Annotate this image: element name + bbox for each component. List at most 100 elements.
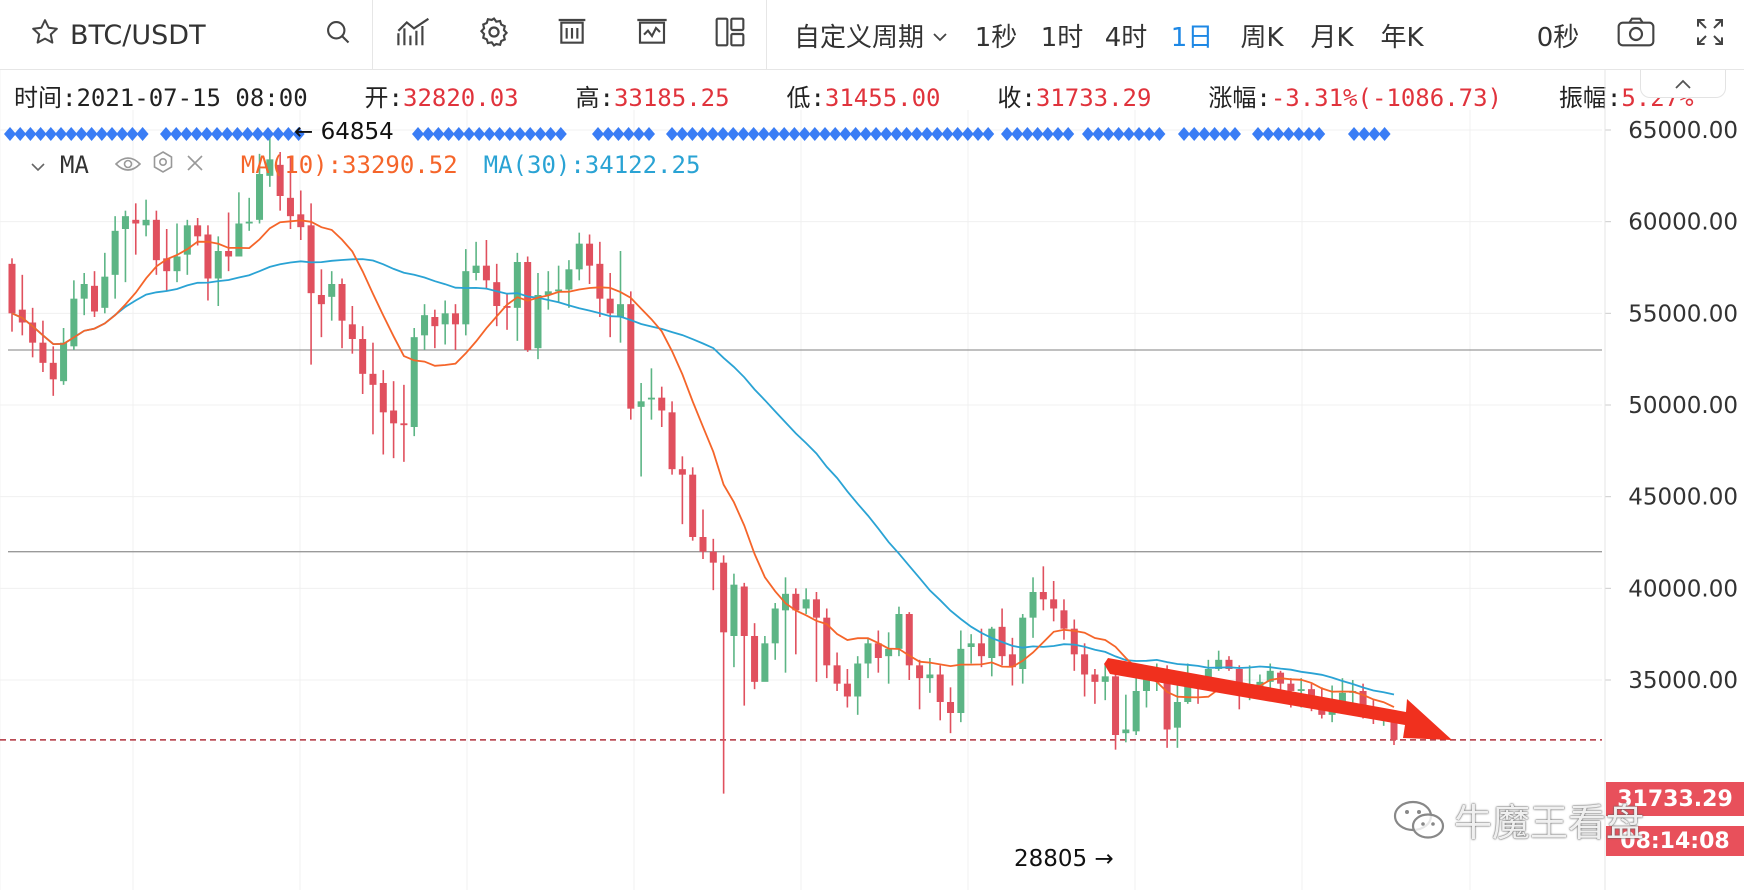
gear-icon[interactable] [151,150,175,180]
signal-marker [554,127,567,141]
signal-marker [126,127,139,141]
price-axis-label: 40000.00 [1628,576,1738,602]
candle [575,232,583,281]
candle-body [266,159,274,176]
signal-marker [211,127,223,141]
candle-body [256,174,264,220]
symbol-selector[interactable]: BTC/USDT [30,0,240,70]
period-1s[interactable]: 1秒 [974,22,1018,53]
signal-marker [931,127,944,141]
ma-legend: MA MA(10):33290.52 MA(30):34122.25 [30,150,700,180]
candle-body [317,295,325,305]
candle-body [49,362,57,380]
candle [720,555,728,794]
collapse-button[interactable] [1640,70,1726,98]
candle-body [400,423,408,426]
signal-marker [1348,127,1360,141]
price-axis-label: 65000.00 [1628,118,1738,144]
chart-annotations: ← 64854 28805 → [294,119,1452,872]
period-1h[interactable]: 1时 [1040,22,1084,53]
candle [1122,694,1130,743]
period-month[interactable]: 月K [1310,22,1354,53]
signal-marker [900,127,913,141]
period-year[interactable]: 年K [1380,22,1424,53]
candle [111,216,119,299]
signal-marker [1011,127,1024,141]
signal-marker [170,127,183,141]
signal-marker [737,127,750,141]
time-label: 时间: [14,84,77,112]
signal-marker [1122,127,1135,141]
period-week[interactable]: 周K [1240,22,1284,53]
open-value: 32820.03 [403,84,519,112]
signal-marker [106,127,118,141]
signal-marker [1062,127,1075,141]
star-icon[interactable] [30,17,60,54]
candle [235,192,243,257]
low-annotation: 28805 → [1014,846,1114,872]
period-1d[interactable]: 1日 [1170,22,1214,53]
candle-body [132,219,140,224]
search-button[interactable] [316,0,360,70]
candle [39,320,47,372]
signal-marker [452,127,465,141]
separator [766,0,767,70]
candle [998,608,1006,666]
candle-body [823,617,831,666]
layout-button[interactable] [704,0,756,70]
candle-body [421,315,429,336]
candle [947,687,955,734]
candle [132,203,140,255]
custom-period-dropdown[interactable]: 自定义周期 [786,0,956,70]
change-value: -3.31%(-1086.73) [1270,84,1502,112]
close-icon[interactable] [185,151,205,179]
price-axis-label: 45000.00 [1628,485,1738,511]
candle [369,342,377,435]
ma-lines [11,219,1395,708]
candle [555,265,563,303]
close-label: 收: [997,84,1036,112]
candle-body [709,551,717,563]
candle-body [565,269,573,290]
custom-period-label: 自定义周期 [793,22,924,53]
settings-icon [477,15,511,56]
fullscreen-button[interactable] [1688,0,1732,70]
settings-button[interactable] [468,0,520,70]
price-axis-label: 60000.00 [1628,210,1738,236]
candle [80,273,88,316]
signal-marker [849,127,862,141]
candle-body [121,216,129,229]
candle-body [843,683,851,697]
chevron-down-icon[interactable] [30,151,46,179]
candle-body [988,628,996,658]
signal-marker [262,127,274,141]
signal-marker [24,127,37,141]
chevron-down-icon [932,20,948,50]
candle-body [111,230,119,275]
signal-marker [982,127,995,141]
trend-arrow [1104,658,1452,740]
candle [823,608,831,679]
signal-marker [55,127,67,141]
signal-marker [676,127,689,141]
candle [317,269,325,338]
candle [183,219,191,275]
draw-button[interactable] [546,0,598,70]
candle [1173,680,1181,748]
period-4h[interactable]: 4时 [1104,22,1148,53]
candle-body [80,284,88,299]
candle-body [1297,689,1305,691]
candle-body [1163,670,1171,730]
candle-body [658,397,666,411]
indicator-button[interactable] [388,0,440,70]
eye-icon[interactable] [114,151,142,179]
candle-body [60,342,68,382]
compare-button[interactable] [626,0,678,70]
screenshot-button[interactable] [1610,0,1662,70]
signal-marker [1133,127,1145,141]
ma-legend-name: MA [60,151,89,179]
candle-body [947,702,955,713]
candle-body [1142,676,1150,691]
signal-marker [747,127,760,141]
